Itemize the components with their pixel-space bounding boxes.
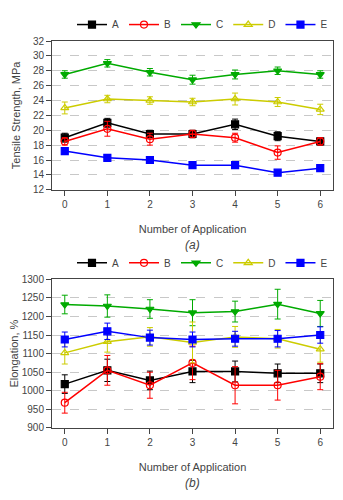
svg-text:3: 3 [190,437,196,448]
svg-text:2: 2 [147,437,153,448]
svg-text:16: 16 [33,155,45,166]
svg-text:E: E [320,19,327,30]
svg-text:B: B [164,19,171,30]
svg-text:1100: 1100 [22,348,44,359]
svg-text:1300: 1300 [22,274,45,285]
svg-text:2: 2 [147,199,153,210]
svg-text:1000: 1000 [22,385,45,396]
svg-text:14: 14 [33,169,45,180]
svg-text:30: 30 [33,50,45,61]
svg-text:(a): (a) [185,238,200,252]
svg-text:1200: 1200 [22,311,45,322]
svg-text:A: A [112,19,119,30]
svg-text:D: D [268,19,275,30]
svg-text:24: 24 [33,95,45,106]
svg-text:5: 5 [275,437,281,448]
svg-text:C: C [216,19,223,30]
svg-text:28: 28 [33,65,45,76]
svg-text:4: 4 [232,437,238,448]
svg-text:B: B [164,258,171,269]
svg-text:1250: 1250 [22,292,45,303]
svg-text:6: 6 [317,199,323,210]
svg-text:(b): (b) [185,476,200,490]
svg-text:1: 1 [105,437,111,448]
svg-text:Tensile Strength, MPa: Tensile Strength, MPa [10,61,22,169]
svg-text:D: D [268,258,275,269]
svg-text:4: 4 [232,199,238,210]
svg-text:3: 3 [190,199,196,210]
svg-text:0: 0 [62,199,68,210]
svg-text:Number of Application: Number of Application [139,223,247,235]
svg-text:C: C [216,258,223,269]
svg-text:1: 1 [105,199,111,210]
svg-text:1150: 1150 [22,330,44,341]
svg-text:1050: 1050 [22,367,45,378]
svg-text:26: 26 [33,80,45,91]
svg-text:A: A [112,258,119,269]
svg-text:18: 18 [33,140,45,151]
svg-text:6: 6 [317,437,323,448]
svg-text:22: 22 [33,110,45,121]
svg-text:12: 12 [33,184,45,195]
svg-text:Number of Application: Number of Application [139,461,247,473]
svg-text:Elongation, %: Elongation, % [8,319,20,387]
svg-text:E: E [320,258,327,269]
svg-text:0: 0 [62,437,68,448]
svg-text:950: 950 [27,404,44,415]
svg-text:20: 20 [33,125,45,136]
svg-text:900: 900 [27,422,44,433]
svg-text:5: 5 [275,199,281,210]
svg-text:32: 32 [33,36,45,47]
